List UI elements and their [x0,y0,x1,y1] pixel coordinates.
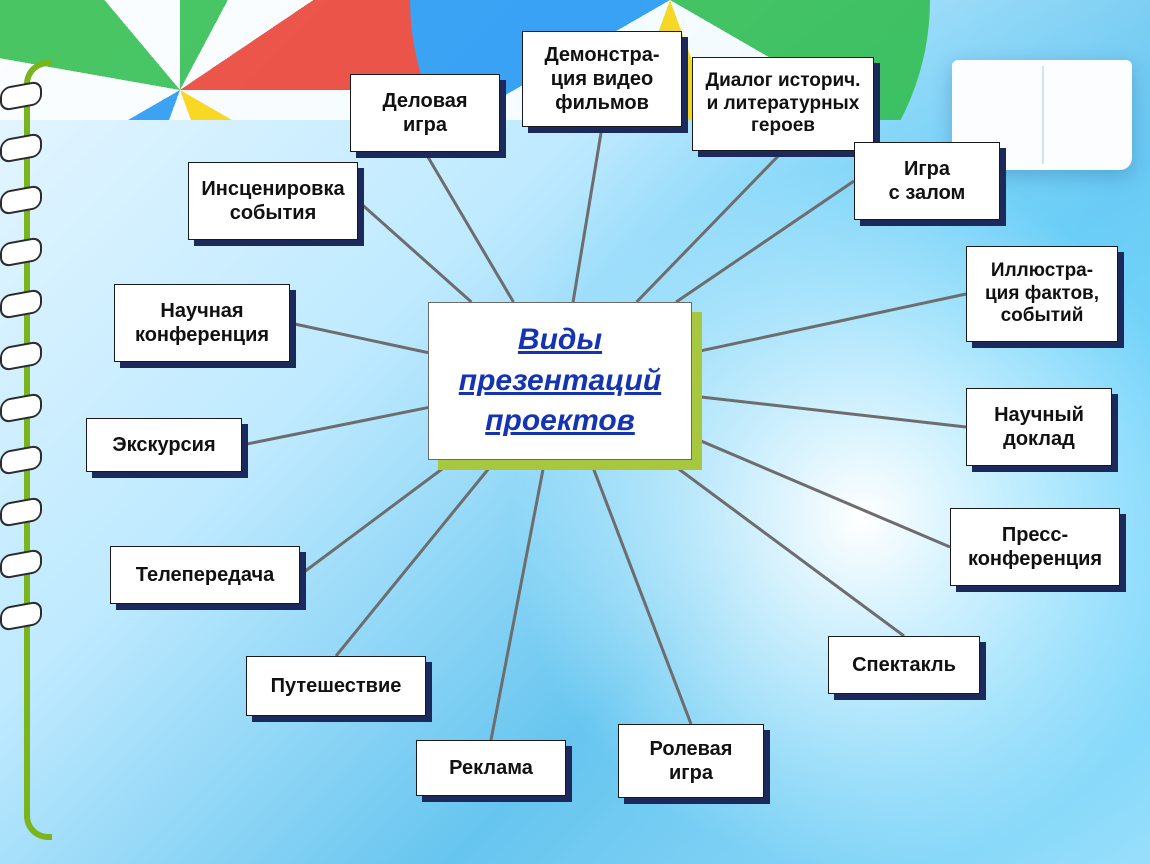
node-label: Деловая игра [382,89,467,137]
node-label: Ролевая игра [650,737,733,785]
node-label: Иллюстра- ция фактов, событий [975,260,1109,328]
diagram-node: Научная конференция [114,284,290,362]
diagram-node: Ролевая игра [618,724,764,798]
node-label: Игра с залом [889,157,966,205]
center-node: Виды презентаций проектов [428,302,692,460]
node-label: Инсценировка события [197,177,349,225]
diagram-node: Реклама [416,740,566,796]
node-label: Диалог историч. и литературных героев [701,70,865,138]
node-label: Телепередача [136,563,275,587]
diagram-node: Пресс- конференция [950,508,1120,586]
diagram-node: Демонстра- ция видео фильмов [522,31,682,127]
diagram-node: Иллюстра- ция фактов, событий [966,246,1118,342]
diagram-node: Деловая игра [350,74,500,152]
center-label: Виды презентаций проектов [445,320,675,442]
diagram-node: Экскурсия [86,418,242,472]
node-label: Путешествие [271,674,402,698]
diagram-node: Научный доклад [966,388,1112,466]
node-label: Реклама [449,756,533,780]
spiral-binding [0,84,42,656]
diagram-node: Диалог историч. и литературных героев [692,57,874,151]
node-label: Спектакль [852,653,956,677]
diagram-node: Телепередача [110,546,300,604]
slide-stage: Виды презентаций проектов Демонстра- ция… [0,0,1150,864]
diagram-node: Инсценировка события [188,162,358,240]
diagram-node: Игра с залом [854,142,1000,220]
diagram-node: Спектакль [828,636,980,694]
node-label: Демонстра- ция видео фильмов [531,43,673,115]
node-label: Экскурсия [112,433,215,457]
node-label: Научная конференция [135,299,269,347]
diagram-node: Путешествие [246,656,426,716]
node-label: Пресс- конференция [968,523,1102,571]
node-label: Научный доклад [994,403,1084,451]
